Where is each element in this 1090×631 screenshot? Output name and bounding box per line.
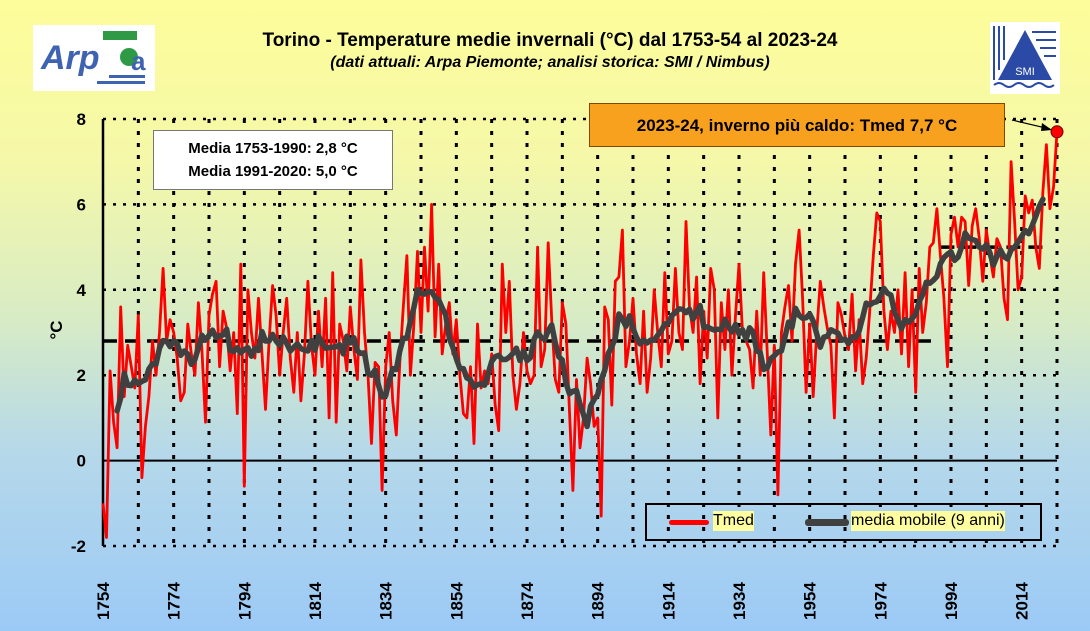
legend-label-tmed: Tmed (713, 511, 754, 531)
x-tick-label: 1914 (659, 582, 678, 620)
x-tick-label: 1954 (801, 582, 820, 620)
tmed-line (101, 131, 1059, 539)
x-tick-label: 1774 (165, 582, 184, 620)
x-tick-label: 1814 (306, 582, 325, 620)
x-tick-label: 1754 (94, 582, 113, 620)
smi-logo: SMI (990, 22, 1060, 94)
x-tick-label: 1794 (235, 582, 254, 620)
x-tick-label: 2014 (1013, 582, 1032, 620)
y-tick-label: 2 (77, 366, 86, 385)
mean-1991-2020: Media 1991-2020: 5,0 °C (188, 163, 358, 180)
x-tick-label: 1854 (447, 582, 466, 620)
svg-text:Arp: Arp (40, 39, 100, 77)
y-tick-label: 8 (77, 110, 86, 129)
x-tick-label: 1994 (942, 582, 961, 620)
tick-labels: -2 0 2 4 6 8 1754 1774 1794 1814 1834 1854 1874 1894 1… (71, 110, 1032, 620)
means-note-box: Media 1753-1990: 2,8 °C Media 1991-2020:… (153, 130, 393, 190)
moving-average-line (114, 196, 1046, 430)
chart-title: Torino - Temperature medie invernali (°C… (262, 30, 838, 51)
record-marker (1050, 125, 1064, 139)
chart-subtitle: (dati attuali: Arpa Piemonte; analisi st… (330, 54, 770, 71)
svg-text:SMI: SMI (1015, 66, 1035, 78)
x-tick-label: 1974 (871, 582, 890, 620)
y-tick-label: 4 (77, 281, 87, 300)
axes (101, 119, 1057, 546)
x-tick-label: 1894 (589, 582, 608, 620)
legend-label-moving-average: media mobile (9 anni) (851, 511, 1005, 531)
series (101, 125, 1064, 539)
y-tick-label: 6 (77, 195, 86, 214)
x-tick-label: 1874 (518, 582, 537, 620)
svg-text:a: a (131, 46, 146, 76)
x-tick-label: 1934 (730, 582, 749, 620)
legend-swatch-tmed (669, 520, 709, 525)
arpa-logo-mark (120, 48, 138, 66)
mean-1753-1990: Media 1753-1990: 2,8 °C (188, 140, 358, 157)
record-arrow-head (1041, 123, 1052, 131)
x-tick-label: 1834 (377, 582, 396, 620)
y-tick-label: 0 (77, 452, 86, 471)
record-annotation: 2023-24, inverno più caldo: Tmed 7,7 °C (589, 103, 1005, 147)
y-axis-label: °C (47, 320, 66, 339)
arpa-logo-band (103, 31, 137, 40)
legend: Tmed media mobile (9 anni) (645, 503, 1042, 541)
arpa-logo: Arp a (33, 25, 155, 91)
legend-swatch-moving-average (805, 519, 849, 526)
y-tick-label: -2 (71, 537, 86, 556)
